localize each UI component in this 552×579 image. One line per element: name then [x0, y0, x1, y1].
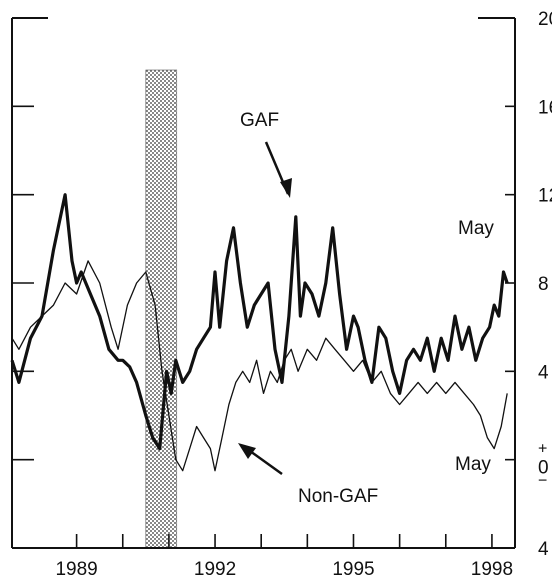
- y-tick-label: 12: [538, 186, 552, 207]
- x-tick-labels: 1989 1992 1995 1998: [55, 559, 513, 579]
- y-tick-label: 20: [538, 9, 552, 30]
- zero-minus-sign: −: [538, 473, 547, 490]
- x-tick-label: 1989: [55, 559, 97, 579]
- series-line-gaf: [10, 193, 509, 451]
- gaf-label: GAF: [240, 110, 279, 131]
- zero-plus-sign: +: [538, 441, 547, 458]
- series-layer: [10, 193, 509, 472]
- y-tick-label: 8: [538, 274, 549, 295]
- recession-shading: [145, 69, 178, 549]
- y-tick-label: 16: [538, 97, 552, 118]
- may-top-label: May: [458, 218, 494, 239]
- y-tick-label: 4: [538, 539, 549, 560]
- annotations: GAF Non-GAF May May: [238, 110, 494, 507]
- axis-ticks: [12, 105, 515, 548]
- y-tick-label: 4: [538, 362, 549, 383]
- x-tick-label: 1992: [194, 559, 236, 579]
- non-gaf-arrow-head: [238, 443, 256, 459]
- x-tick-label: 1998: [471, 559, 513, 579]
- gaf-arrow-head: [280, 178, 292, 198]
- may-bottom-label: May: [455, 454, 491, 475]
- y-tick-labels: 20 16 12 8 4 0 4 + −: [538, 9, 552, 560]
- shaded-period: [145, 69, 178, 549]
- x-tick-label: 1995: [332, 559, 374, 579]
- y-tick-label: 0: [538, 458, 549, 479]
- series-line-non-gaf: [11, 260, 508, 472]
- non-gaf-label: Non-GAF: [298, 486, 378, 507]
